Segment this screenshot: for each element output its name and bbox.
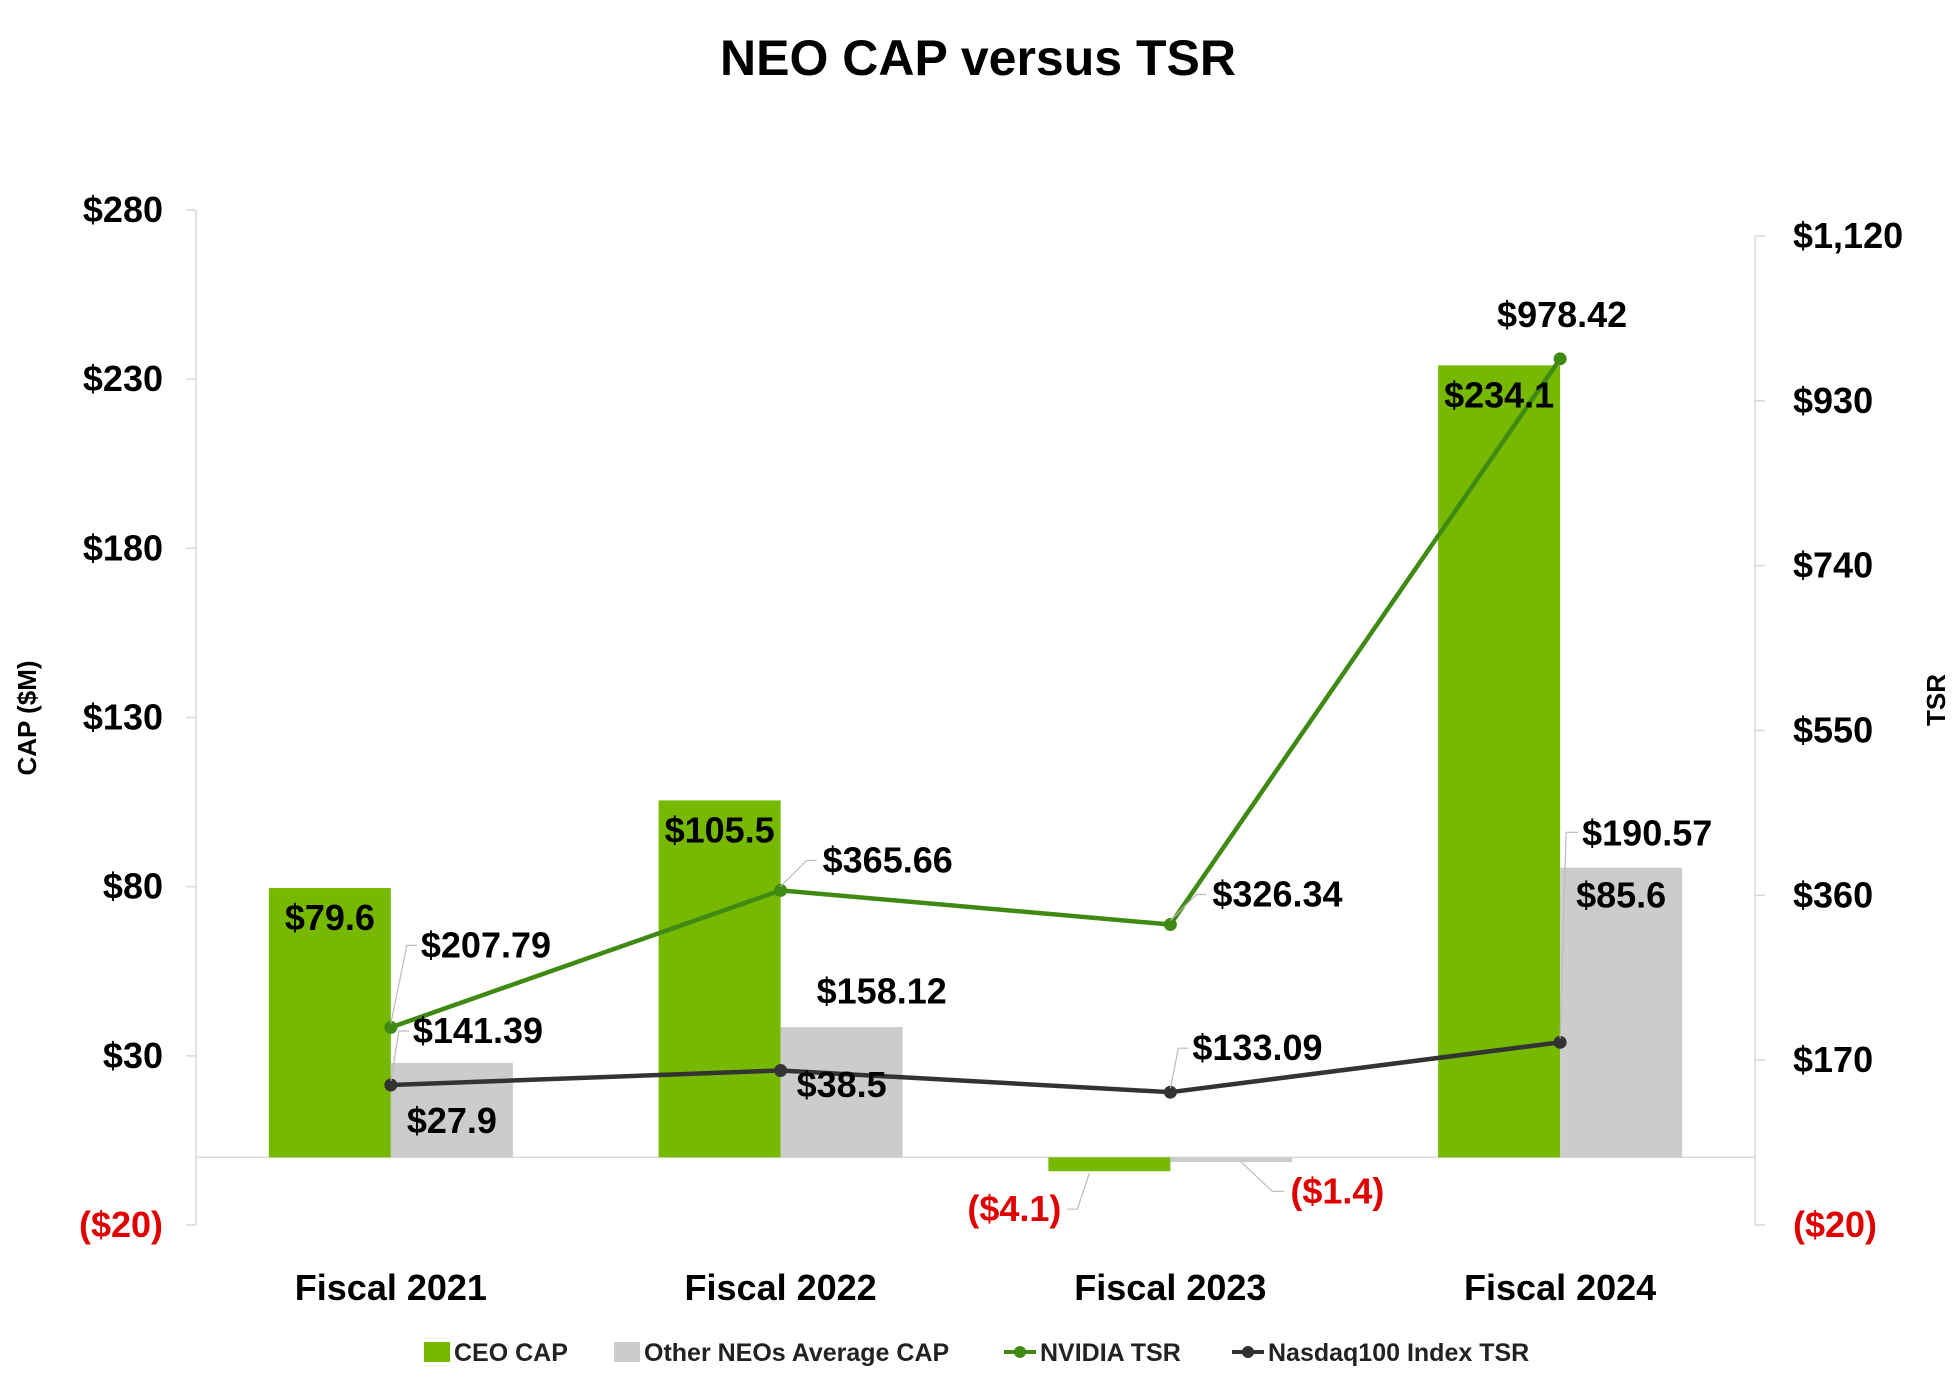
legend-neo-avg-cap-swatch: [614, 1342, 640, 1362]
y2-tick-label: $1,120: [1793, 215, 1903, 256]
neo-avg-cap-data-label: $27.9: [407, 1100, 497, 1141]
nasdaq-tsr-leader-line: [1559, 831, 1579, 1039]
nvidia-tsr-data-label: $978.42: [1497, 294, 1627, 335]
y2-tick-label: $740: [1793, 545, 1873, 586]
neo-avg-cap-bar: [780, 1027, 903, 1158]
ceo-cap-data-label: $79.6: [285, 897, 375, 938]
y-tick-label: $30: [103, 1035, 163, 1076]
nasdaq-tsr-point: [1163, 1085, 1177, 1099]
nasdaq-tsr-data-label: $190.57: [1582, 812, 1712, 853]
nasdaq-tsr-data-label: $141.39: [413, 1010, 543, 1051]
legend-nasdaq-tsr-marker: [1242, 1346, 1254, 1358]
legend-nvidia-tsr-marker: [1014, 1346, 1026, 1358]
lines-layer: [384, 352, 1567, 1099]
nvidia-tsr-point: [1553, 352, 1567, 366]
y-tick-label: ($20): [79, 1204, 163, 1245]
y2-tick-label: $930: [1793, 380, 1873, 421]
nasdaq-tsr-leader-line: [1169, 1047, 1189, 1089]
ceo-cap-leader-line: [1067, 1173, 1090, 1210]
nvidia-tsr-point: [384, 1020, 398, 1034]
nasdaq-tsr-leader-line: [390, 1030, 409, 1082]
nasdaq-tsr-data-label: $133.09: [1192, 1027, 1322, 1068]
ceo-cap-bar: [268, 888, 391, 1158]
nvidia-tsr-leader-line: [1169, 893, 1207, 921]
y2-axis-title: TSR: [1921, 674, 1951, 726]
x-tick-label: Fiscal 2023: [1074, 1267, 1266, 1308]
nasdaq-tsr-data-label: $158.12: [817, 970, 947, 1011]
axes-layer: ($20) $30 $80 $130 $180 $230 $280 ($20) $170 $360…: [79, 189, 1903, 1308]
neo-avg-cap-data-label: $38.5: [797, 1064, 887, 1105]
y2-tick-label: ($20): [1793, 1204, 1877, 1245]
y-tick-label: $230: [83, 358, 163, 399]
y2-tick-label: $170: [1793, 1039, 1873, 1080]
nvidia-tsr-data-label: $365.66: [823, 839, 953, 880]
neo-avg-cap-data-label: $85.6: [1576, 875, 1666, 916]
legend-ceo-cap-label: CEO CAP: [454, 1339, 568, 1367]
neo-avg-cap-data-label: ($1.4): [1290, 1170, 1384, 1211]
bars-layer: [268, 365, 1683, 1172]
y-tick-label: $130: [83, 697, 163, 738]
nvidia-tsr-data-label: $326.34: [1212, 874, 1342, 915]
ceo-cap-data-label: $105.5: [665, 809, 775, 850]
legend-ceo-cap-swatch: [424, 1342, 450, 1362]
nvidia-tsr-point: [774, 883, 788, 897]
y-axis-title: CAP ($M): [12, 660, 42, 775]
nasdaq-tsr-point: [1553, 1035, 1567, 1049]
ceo-cap-data-label: ($4.1): [967, 1188, 1061, 1229]
legend-neo-avg-cap-label: Other NEOs Average CAP: [644, 1339, 949, 1367]
chart-title: NEO CAP versus TSR: [720, 30, 1236, 86]
nasdaq-tsr-point: [774, 1063, 788, 1077]
nvidia-tsr-point: [1163, 918, 1177, 932]
y-tick-label: $280: [83, 189, 163, 230]
nvidia-tsr-line: [390, 357, 1562, 1030]
ceo-cap-bar: [1048, 1157, 1171, 1172]
data-labels-layer: $79.6 $105.5 ($4.1) $234.1 $27.9 $38.5 ($1.4) $…: [285, 294, 1712, 1229]
nasdaq-tsr-line: [390, 1040, 1561, 1095]
legend-nvidia-tsr-label: NVIDIA TSR: [1040, 1339, 1181, 1367]
nvidia-tsr-leader-line: [780, 859, 817, 887]
x-tick-label: Fiscal 2024: [1464, 1267, 1656, 1308]
legend: CEO CAP Other NEOs Average CAP NVIDIA TSR N…: [424, 1339, 1529, 1367]
y2-tick-label: $360: [1793, 874, 1873, 915]
neo-avg-cap-bar: [1170, 1157, 1293, 1163]
ceo-cap-bar: [1438, 365, 1561, 1158]
x-tick-label: Fiscal 2021: [295, 1267, 487, 1308]
nasdaq-tsr-point: [384, 1078, 398, 1092]
y-tick-label: $180: [83, 527, 163, 568]
y-tick-label: $80: [103, 866, 163, 907]
nvidia-tsr-data-label: $207.79: [421, 924, 551, 965]
legend-nasdaq-tsr-label: Nasdaq100 Index TSR: [1268, 1339, 1529, 1367]
neo-avg-cap-leader-line: [1239, 1160, 1285, 1192]
ceo-cap-bar: [658, 800, 781, 1158]
x-tick-label: Fiscal 2022: [685, 1267, 877, 1308]
y2-tick-label: $550: [1793, 710, 1873, 751]
neo-avg-cap-bar: [390, 1062, 513, 1158]
neo-avg-cap-bar: [1560, 867, 1683, 1158]
nvidia-tsr-leader-line: [390, 944, 417, 1024]
ceo-cap-data-label: $234.1: [1444, 374, 1554, 415]
